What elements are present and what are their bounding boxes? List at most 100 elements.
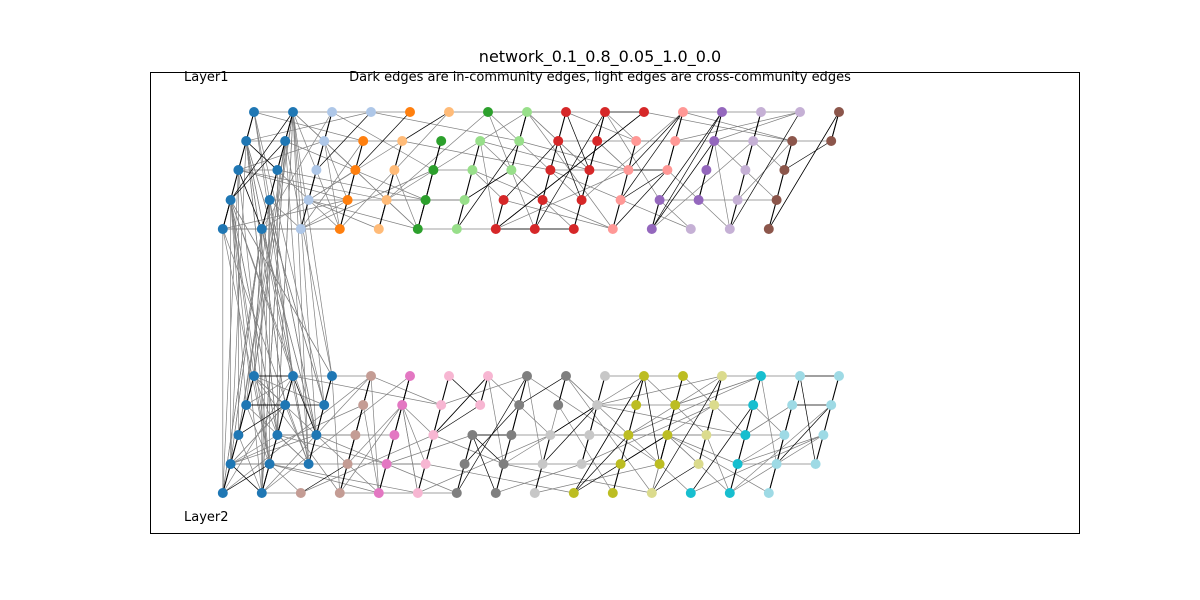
layer1-node-community-0 bbox=[217, 224, 228, 234]
layer2-node-community-16 bbox=[646, 488, 657, 498]
in-community-edge bbox=[830, 375, 840, 406]
cross-community-edge bbox=[300, 199, 348, 230]
in-community-edge bbox=[729, 111, 801, 230]
cross-community-edge bbox=[401, 404, 426, 465]
in-community-edge bbox=[456, 375, 528, 494]
in-community-edge bbox=[620, 169, 629, 201]
layer2-node-community-15 bbox=[654, 459, 665, 469]
in-community-edge bbox=[674, 111, 684, 142]
layer1-node-community-7 bbox=[662, 165, 673, 175]
in-community-edge bbox=[534, 463, 544, 494]
layer1-node-community-10 bbox=[826, 136, 837, 146]
in-community-edge bbox=[627, 404, 637, 436]
layer1-node-community-2 bbox=[334, 224, 345, 234]
cross-community-edge bbox=[760, 375, 777, 465]
in-community-edge bbox=[745, 140, 754, 171]
in-community-edge bbox=[472, 434, 504, 465]
layer1-node-community-8 bbox=[717, 107, 727, 117]
in-community-edge bbox=[448, 375, 481, 406]
in-community-edge bbox=[573, 434, 629, 494]
layer2-node-community-13 bbox=[490, 488, 501, 498]
layer1-node-community-6 bbox=[639, 107, 649, 117]
cross-community-edge bbox=[292, 111, 333, 377]
cross-community-edge bbox=[503, 434, 551, 465]
cross-community-edge bbox=[269, 463, 302, 494]
cross-community-edge bbox=[503, 463, 652, 494]
in-community-edge bbox=[433, 404, 481, 436]
layer2-node-community-18 bbox=[818, 430, 829, 440]
in-community-edge bbox=[245, 140, 278, 171]
in-community-edge bbox=[628, 111, 684, 171]
layer2-node-community-0 bbox=[241, 400, 252, 410]
in-community-edge bbox=[510, 140, 520, 171]
inter-layer-edge bbox=[230, 199, 270, 465]
layer1-node-community-5 bbox=[459, 195, 470, 205]
layer2-node-community-18 bbox=[834, 371, 844, 381]
cross-community-edge bbox=[581, 404, 715, 465]
in-community-edge bbox=[503, 140, 559, 201]
in-community-edge bbox=[698, 169, 707, 201]
layer2-node-community-0 bbox=[311, 430, 322, 440]
layer2-node-community-17 bbox=[748, 400, 759, 410]
layer1-node-community-0 bbox=[241, 136, 252, 146]
layer2-node-community-11 bbox=[381, 459, 392, 469]
layer2-node-community-14 bbox=[592, 400, 603, 410]
layer2-node-community-13 bbox=[498, 459, 509, 469]
in-community-edge bbox=[518, 375, 528, 406]
cross-community-edge bbox=[752, 140, 785, 171]
cross-community-edge bbox=[386, 111, 528, 201]
in-community-edge bbox=[308, 111, 333, 201]
layer2-node-community-15 bbox=[607, 488, 618, 498]
layer1-node-community-5 bbox=[522, 107, 532, 117]
in-community-edge bbox=[472, 434, 497, 494]
inter-layer-edge bbox=[230, 199, 263, 494]
cross-community-edge bbox=[597, 375, 645, 406]
layer1-node-community-4 bbox=[420, 195, 431, 205]
cross-community-edge bbox=[370, 111, 520, 142]
cross-community-edge bbox=[394, 169, 419, 230]
in-community-edge bbox=[784, 140, 793, 171]
in-community-edge bbox=[386, 375, 411, 465]
layer2-node-community-0 bbox=[272, 430, 283, 440]
cross-community-edge bbox=[667, 434, 769, 494]
layer1-node-community-10 bbox=[779, 165, 790, 175]
layer2-node-community-12 bbox=[420, 459, 431, 469]
layer2-node-community-17 bbox=[756, 371, 766, 381]
in-community-edge bbox=[651, 140, 715, 230]
cross-community-edge bbox=[362, 404, 380, 494]
layer2-node-community-17 bbox=[685, 488, 696, 498]
in-community-edge bbox=[690, 404, 754, 494]
in-community-edge bbox=[565, 111, 590, 171]
layer2-node-community-13 bbox=[459, 459, 470, 469]
cross-community-edge bbox=[277, 434, 387, 465]
layer1-label: Layer1 bbox=[184, 70, 229, 85]
layer2-node-community-18 bbox=[826, 400, 837, 410]
layer1-node-community-6 bbox=[498, 195, 509, 205]
layer2-node-community-12 bbox=[436, 400, 447, 410]
cross-community-edge bbox=[230, 199, 255, 377]
layer1-node-community-6 bbox=[600, 107, 610, 117]
in-community-edge bbox=[456, 199, 466, 230]
in-community-edge bbox=[222, 463, 232, 494]
inter-layer-edge bbox=[261, 199, 270, 494]
layer1-node-community-5 bbox=[506, 165, 517, 175]
layer1-node-community-10 bbox=[763, 224, 774, 234]
layer2-node-community-13 bbox=[514, 400, 525, 410]
in-community-edge bbox=[222, 199, 231, 230]
in-community-edge bbox=[230, 169, 239, 201]
cross-community-edge bbox=[300, 169, 434, 230]
in-community-edge bbox=[417, 140, 442, 230]
subtitle: Dark edges are in-community edges, light… bbox=[349, 70, 851, 85]
in-community-edge bbox=[519, 375, 567, 406]
in-community-edge bbox=[651, 375, 723, 494]
layer1-node-community-5 bbox=[514, 136, 525, 146]
in-community-edge bbox=[822, 404, 832, 436]
layer2-node-community-13 bbox=[522, 371, 532, 381]
in-community-edge bbox=[284, 111, 294, 142]
in-community-edge bbox=[612, 169, 668, 230]
in-community-edge bbox=[464, 169, 473, 201]
inter-layer-edge bbox=[261, 140, 286, 494]
layer2-node-community-16 bbox=[693, 459, 704, 469]
in-community-edge bbox=[440, 375, 450, 406]
in-community-edge bbox=[729, 199, 739, 230]
